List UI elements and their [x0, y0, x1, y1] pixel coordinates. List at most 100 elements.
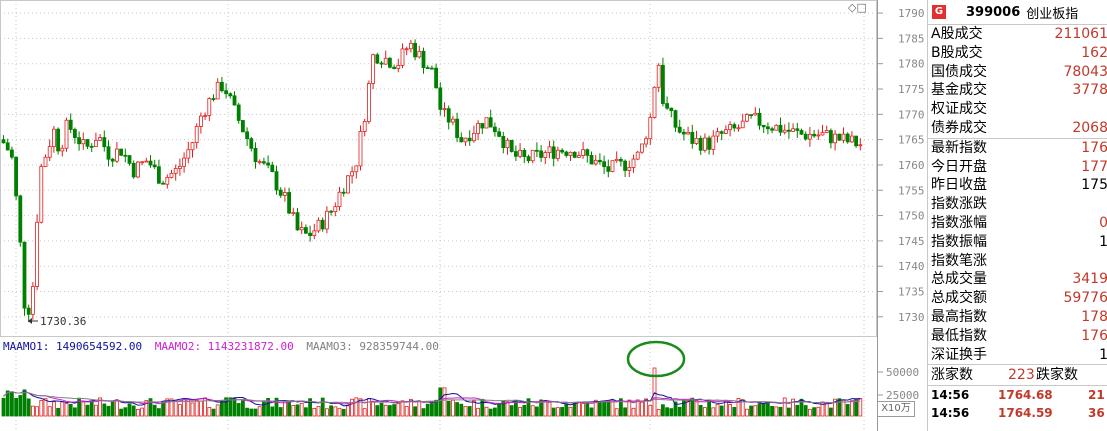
ma-legend-3: MAAMO3: 928359744.00 — [306, 340, 439, 353]
row-value: 0 — [1099, 214, 1107, 231]
volume-bar — [841, 399, 846, 417]
volume-bar — [635, 399, 640, 417]
trade-row: 债券成交 2068 — [928, 119, 1107, 138]
volume-bar — [89, 400, 94, 417]
candle-body — [278, 189, 283, 196]
candle-body — [698, 137, 703, 151]
candle-body — [543, 152, 548, 158]
volume-bar — [749, 405, 753, 417]
index-row: 最新指数 176 — [928, 139, 1107, 158]
volume-bar — [413, 406, 418, 417]
volume-bar — [35, 406, 39, 417]
volume-bar — [417, 400, 422, 417]
candle-body — [329, 210, 334, 213]
candle-body — [140, 161, 145, 164]
candle-body — [665, 103, 669, 109]
up-count-value: 223 — [1008, 367, 1035, 384]
y-tick-label: 1770 — [898, 108, 925, 121]
candle-body — [375, 54, 380, 64]
volume-bar — [434, 399, 439, 417]
candle-body — [366, 83, 371, 122]
candle-body — [732, 124, 737, 129]
candle-body — [858, 144, 863, 147]
tick-price: 1764.59 — [998, 406, 1053, 421]
volume-bar — [686, 400, 690, 417]
volume-bar — [665, 407, 669, 417]
volume-bar — [589, 407, 594, 417]
candle-body — [808, 133, 812, 140]
volume-bar — [14, 397, 19, 417]
y-tick-label: 1780 — [898, 58, 925, 71]
candle-body — [417, 50, 422, 58]
volume-bar — [619, 398, 623, 417]
candle-body — [60, 147, 65, 152]
volume-bar — [698, 405, 703, 417]
candle-body — [736, 127, 741, 130]
volume-bar — [85, 404, 90, 417]
candle-body — [845, 133, 850, 143]
candle-body — [148, 160, 153, 166]
index-code: 399006 — [966, 4, 1021, 20]
trade-row: 基金成交 3778 — [928, 81, 1107, 100]
candle-body — [505, 139, 510, 149]
row-value: 162 — [1081, 44, 1107, 61]
volume-bar — [127, 403, 132, 417]
candlestick-chart[interactable]: 1790 1785 1780 1775 1770 1765 1760 1755 1750 1745… — [0, 0, 927, 431]
volume-bar — [228, 397, 233, 417]
index-name: 创业板指 — [1026, 6, 1079, 22]
y-tick-label: 1730 — [898, 311, 925, 324]
volume-bar — [274, 397, 279, 417]
row-value: 1 — [1099, 346, 1107, 363]
candle-body — [215, 81, 220, 100]
volume-bar — [551, 407, 556, 417]
candle-body — [791, 128, 795, 132]
candle-body — [535, 149, 539, 152]
candle-body — [766, 126, 770, 130]
volume-bar — [257, 406, 262, 417]
candle-body — [404, 48, 409, 51]
volume-bar — [656, 408, 661, 417]
quote-panel: G 399006 创业板指 A股成交 211061 B股成交 162 国债成交 78043… — [927, 0, 1107, 431]
y-tick-label: 1735 — [898, 286, 925, 299]
volume-bar — [253, 408, 258, 417]
diamond-icon[interactable]: ◇□ — [848, 1, 867, 14]
candle-body — [497, 131, 502, 137]
row-value: 177 — [1081, 158, 1107, 175]
candle-body — [236, 104, 241, 121]
volume-bar — [140, 407, 145, 417]
candle-body — [606, 166, 611, 172]
tick-price: 1764.68 — [998, 388, 1053, 403]
candle-body — [211, 98, 216, 100]
candle-body — [282, 192, 287, 196]
candle-body — [161, 182, 166, 185]
candle-body — [14, 156, 19, 197]
volume-bar — [455, 402, 460, 417]
row-label: 指数笔涨 — [931, 252, 987, 269]
volume-bar — [581, 403, 585, 417]
row-value: 175 — [1081, 177, 1107, 194]
candle-body — [850, 135, 854, 143]
candle-body — [484, 117, 489, 129]
volume-bar — [425, 403, 430, 417]
trade-row: B股成交 162 — [928, 44, 1107, 63]
candle-body — [345, 175, 350, 194]
volume-bar — [161, 402, 166, 417]
candle-body — [421, 50, 426, 68]
volume-bar — [568, 406, 573, 417]
candle-body — [232, 95, 237, 106]
index-row: 指数涨跌 — [928, 195, 1107, 214]
volume-bar — [614, 408, 619, 417]
candle-body — [442, 108, 447, 111]
low-arrow-head — [28, 318, 32, 324]
volume-bar — [442, 387, 447, 417]
y-tick-label: 1765 — [898, 134, 925, 147]
candle-body — [434, 67, 439, 89]
candle-body — [249, 138, 254, 149]
index-row: 今日开盘 177 — [928, 158, 1107, 177]
volume-bar — [446, 400, 451, 417]
volume-bar — [450, 399, 455, 417]
chart-area[interactable]: 1790 1785 1780 1775 1770 1765 1760 1755 1750 1745… — [0, 0, 925, 431]
low-annotation-label: 1730.36 — [40, 315, 86, 328]
candle-body — [795, 128, 800, 131]
volume-bar — [115, 399, 119, 417]
